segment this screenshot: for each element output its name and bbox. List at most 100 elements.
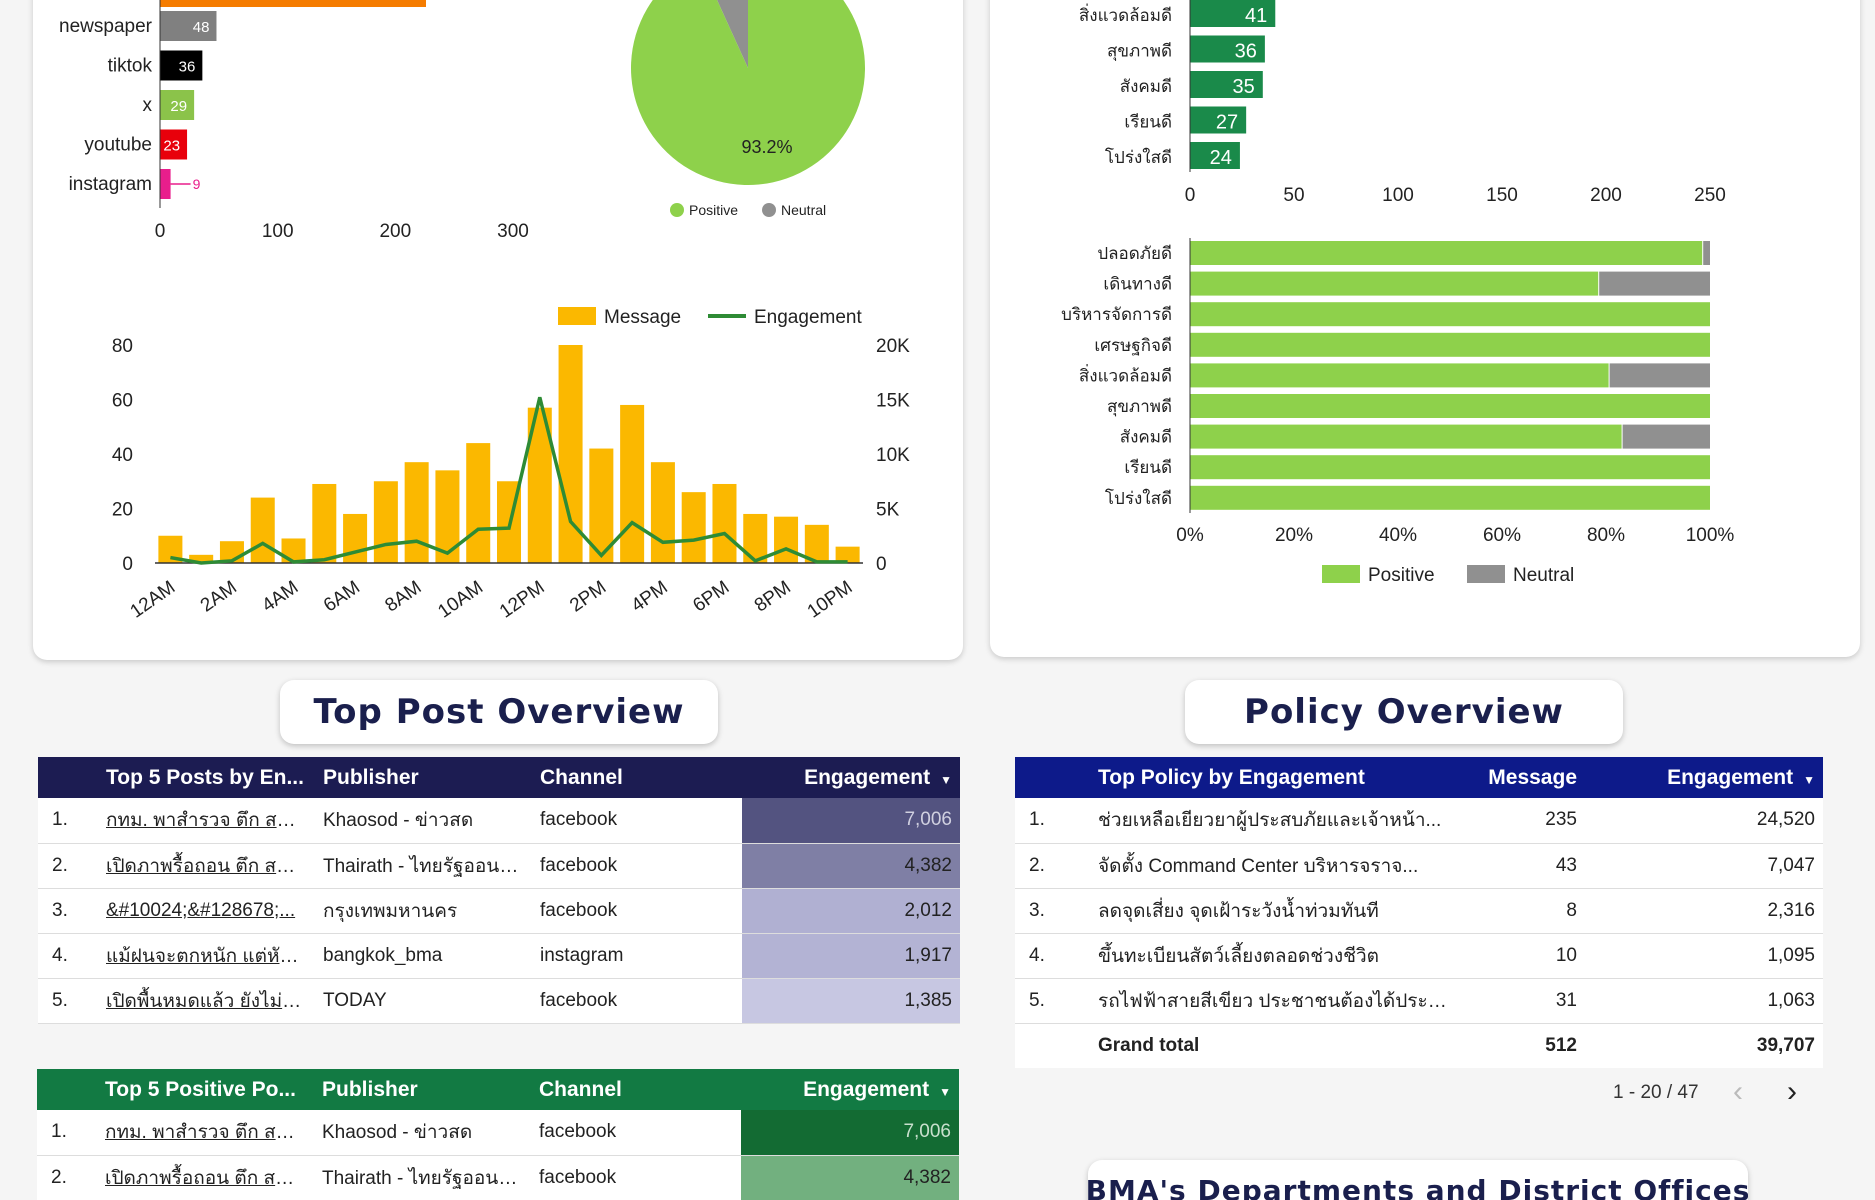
message-bar bbox=[373, 481, 398, 563]
policy-cell[interactable]: รถไฟฟ้าสายสีเขียว ประชาชนต้องได้ประโ... bbox=[1090, 978, 1460, 1024]
sentiment-pie-chart: 93.2% Positive Neutral bbox=[631, 0, 865, 218]
hourly-x-tick: 2PM bbox=[566, 577, 610, 617]
publisher-cell: Khaosod - ข่าวสด bbox=[314, 1110, 531, 1156]
y-right-tick: 0 bbox=[876, 554, 887, 575]
message-bar bbox=[712, 483, 737, 563]
table-row[interactable]: 1. กทม. พาสำรวจ ตึก สตง. ı... Khaosod - ข่… bbox=[38, 798, 960, 844]
y-left-tick: 20 bbox=[112, 500, 133, 521]
policy-sent-x-tick: 100% bbox=[1686, 525, 1735, 546]
policy-sent-label: โปร่งใสดี bbox=[1105, 488, 1172, 508]
prev-page-icon[interactable]: ‹ bbox=[1733, 1075, 1743, 1108]
policy-sent-x-tick: 0% bbox=[1176, 525, 1204, 546]
table-row[interactable]: 3. ลดจุดเสี่ยง จุดเฝ้าระวังน้ำท่วมทันที 8 2… bbox=[1015, 888, 1823, 934]
pie-slice-neutral bbox=[717, 0, 748, 68]
next-page-icon[interactable]: › bbox=[1787, 1075, 1797, 1108]
pie-positive-label: 93.2% bbox=[741, 137, 792, 157]
y-right-tick: 5K bbox=[876, 500, 900, 521]
channel-value-label: 48 bbox=[193, 19, 210, 36]
policy-cell[interactable]: ขึ้นทะเบียนสัตว์เลี้ยงตลอดช่วงชีวิต bbox=[1090, 933, 1460, 979]
policy-legend-positive-label: Positive bbox=[1368, 565, 1435, 586]
table-row[interactable]: 5. เปิดพื้นหมดแล้ว ยังไม่พบ... TODAY facebo… bbox=[38, 978, 960, 1024]
policy-count-label: เรียนดี bbox=[1124, 113, 1172, 132]
policy-sent-label: สุขภาพดี bbox=[1107, 397, 1172, 417]
post-link[interactable]: เปิดพื้นหมดแล้ว ยังไม่พบ... bbox=[98, 978, 315, 1024]
header-engagement[interactable]: Engagement ▼ bbox=[1667, 765, 1815, 789]
hourly-x-tick: 6AM bbox=[320, 577, 364, 617]
top-posts-table: Top 5 Posts by En... Publisher Channel E… bbox=[38, 757, 960, 1024]
policy-sent-label: บริหารจัดการดี bbox=[1061, 305, 1172, 324]
policy-count-value: 27 bbox=[1216, 112, 1238, 134]
grand-total-message: 512 bbox=[1460, 1023, 1585, 1068]
y-left-tick: 80 bbox=[112, 336, 133, 357]
sort-desc-icon[interactable]: ▼ bbox=[939, 1084, 951, 1099]
post-link[interactable]: กทม. พาสำรวจ ตึก สตง. ı... bbox=[97, 1110, 314, 1156]
header-channel[interactable]: Channel bbox=[539, 1077, 622, 1101]
header-message[interactable]: Message bbox=[1488, 765, 1577, 789]
sort-desc-icon[interactable]: ▼ bbox=[1803, 772, 1815, 787]
policy-sent-label: สังคมดี bbox=[1120, 428, 1172, 447]
header-policy[interactable]: Top Policy by Engagement bbox=[1098, 765, 1365, 789]
table-row[interactable]: 5. รถไฟฟ้าสายสีเขียว ประชาชนต้องได้ประโ..… bbox=[1015, 978, 1823, 1024]
hourly-x-tick: 8PM bbox=[751, 577, 795, 617]
hourly-x-tick: 8AM bbox=[381, 577, 425, 617]
top-policy-table: Top Policy by Engagement Message Engagem… bbox=[1015, 757, 1823, 1068]
top-post-overview-title: Top Post Overview bbox=[280, 680, 718, 744]
sort-desc-icon[interactable]: ▼ bbox=[940, 772, 952, 787]
policy-count-x-tick: 200 bbox=[1590, 185, 1622, 206]
header-engagement[interactable]: Engagement ▼ bbox=[803, 1077, 951, 1101]
table-row[interactable]: 2. เปิดภาพรื้อถอน ตึก สตง.ถ... Thairath - … bbox=[38, 843, 960, 889]
header-post[interactable]: Top 5 Positive Po... bbox=[105, 1077, 296, 1101]
policy-cell[interactable]: จัดตั้ง Command Center บริหารจราจ... bbox=[1090, 843, 1460, 889]
pagination-text: 1 - 20 / 47 bbox=[1613, 1082, 1699, 1103]
y-left-tick: 60 bbox=[112, 391, 133, 412]
post-link[interactable]: เปิดภาพรื้อถอน ตึก สตง.ถ... bbox=[98, 843, 315, 889]
channel-bar bbox=[160, 50, 203, 81]
engagement-cell: 24,520 bbox=[1585, 798, 1823, 844]
engagement-cell: 1,063 bbox=[1585, 978, 1823, 1024]
header-engagement[interactable]: Engagement ▼ bbox=[804, 765, 952, 789]
header-post[interactable]: Top 5 Posts by En... bbox=[106, 765, 304, 789]
policy-sent-x-tick: 80% bbox=[1587, 525, 1625, 546]
message-cell: 43 bbox=[1460, 843, 1585, 889]
post-link[interactable]: &#10024;&#128678;... bbox=[98, 888, 315, 934]
policy-positive-bar bbox=[1190, 271, 1599, 296]
legend-message-label: Message bbox=[604, 307, 681, 328]
message-bar bbox=[312, 483, 337, 563]
table-row[interactable]: 2. จัดตั้ง Command Center บริหารจราจ... 43… bbox=[1015, 843, 1823, 889]
y-left-tick: 40 bbox=[112, 445, 133, 466]
post-link[interactable]: กทม. พาสำรวจ ตึก สตง. ı... bbox=[98, 798, 315, 844]
table-row[interactable]: 2. เปิดภาพรื้อถอน ตึก สตง.ถ... Thairath - … bbox=[37, 1155, 959, 1200]
row-index: 1. bbox=[1015, 798, 1090, 844]
table-row[interactable]: 4. แม้ฝนจะตกหนัก แต่หัวใจ... bangkok_bma in… bbox=[38, 933, 960, 979]
policy-count-label: สิ่งแวดล้อมดี bbox=[1079, 3, 1172, 25]
y-right-tick: 10K bbox=[876, 445, 910, 466]
table-row[interactable]: 3. &#10024;&#128678;... กรุงเทพมหานคร faceb… bbox=[38, 888, 960, 934]
legend-engagement-label: Engagement bbox=[754, 307, 862, 328]
policy-cell[interactable]: ช่วยเหลือเยียวยาผู้ประสบภัยและเจ้าหน้า..… bbox=[1090, 798, 1460, 844]
channel-cell: facebook bbox=[532, 978, 742, 1024]
policy-cell[interactable]: ลดจุดเสี่ยง จุดเฝ้าระวังน้ำท่วมทันที bbox=[1090, 888, 1460, 934]
header-channel[interactable]: Channel bbox=[540, 765, 623, 789]
policy-count-x-tick: 100 bbox=[1382, 185, 1414, 206]
channel-cell: facebook bbox=[531, 1155, 741, 1200]
post-link[interactable]: แม้ฝนจะตกหนัก แต่หัวใจ... bbox=[98, 933, 315, 979]
policy-count-bar bbox=[1190, 0, 1276, 27]
policy-overview-title: Policy Overview bbox=[1185, 680, 1623, 744]
engagement-cell: 4,382 bbox=[741, 1155, 959, 1200]
channel-label: newspaper bbox=[59, 16, 153, 37]
header-publisher[interactable]: Publisher bbox=[323, 765, 419, 789]
policy-count-bar bbox=[1190, 71, 1263, 98]
channel-value-label: 23 bbox=[163, 138, 180, 155]
message-bar bbox=[650, 462, 675, 563]
table-row[interactable]: 1. ช่วยเหลือเยียวยาผู้ประสบภัยและเจ้าหน้า… bbox=[1015, 798, 1823, 844]
table-row[interactable]: 1. กทม. พาสำรวจ ตึก สตง. ı... Khaosod - ข่… bbox=[37, 1110, 959, 1156]
engagement-cell: 2,012 bbox=[742, 888, 960, 934]
table-row[interactable]: 4. ขึ้นทะเบียนสัตว์เลี้ยงตลอดช่วงชีวิต 10 1… bbox=[1015, 933, 1823, 979]
post-link[interactable]: เปิดภาพรื้อถอน ตึก สตง.ถ... bbox=[97, 1155, 314, 1200]
policy-count-label: โปร่งใสดี bbox=[1105, 147, 1172, 167]
policy-sent-label: ปลอดภัยดี bbox=[1097, 244, 1172, 263]
header-publisher[interactable]: Publisher bbox=[322, 1077, 418, 1101]
channel-cell: facebook bbox=[532, 798, 742, 844]
message-bar bbox=[558, 345, 583, 563]
policy-count-bar bbox=[1190, 142, 1240, 169]
